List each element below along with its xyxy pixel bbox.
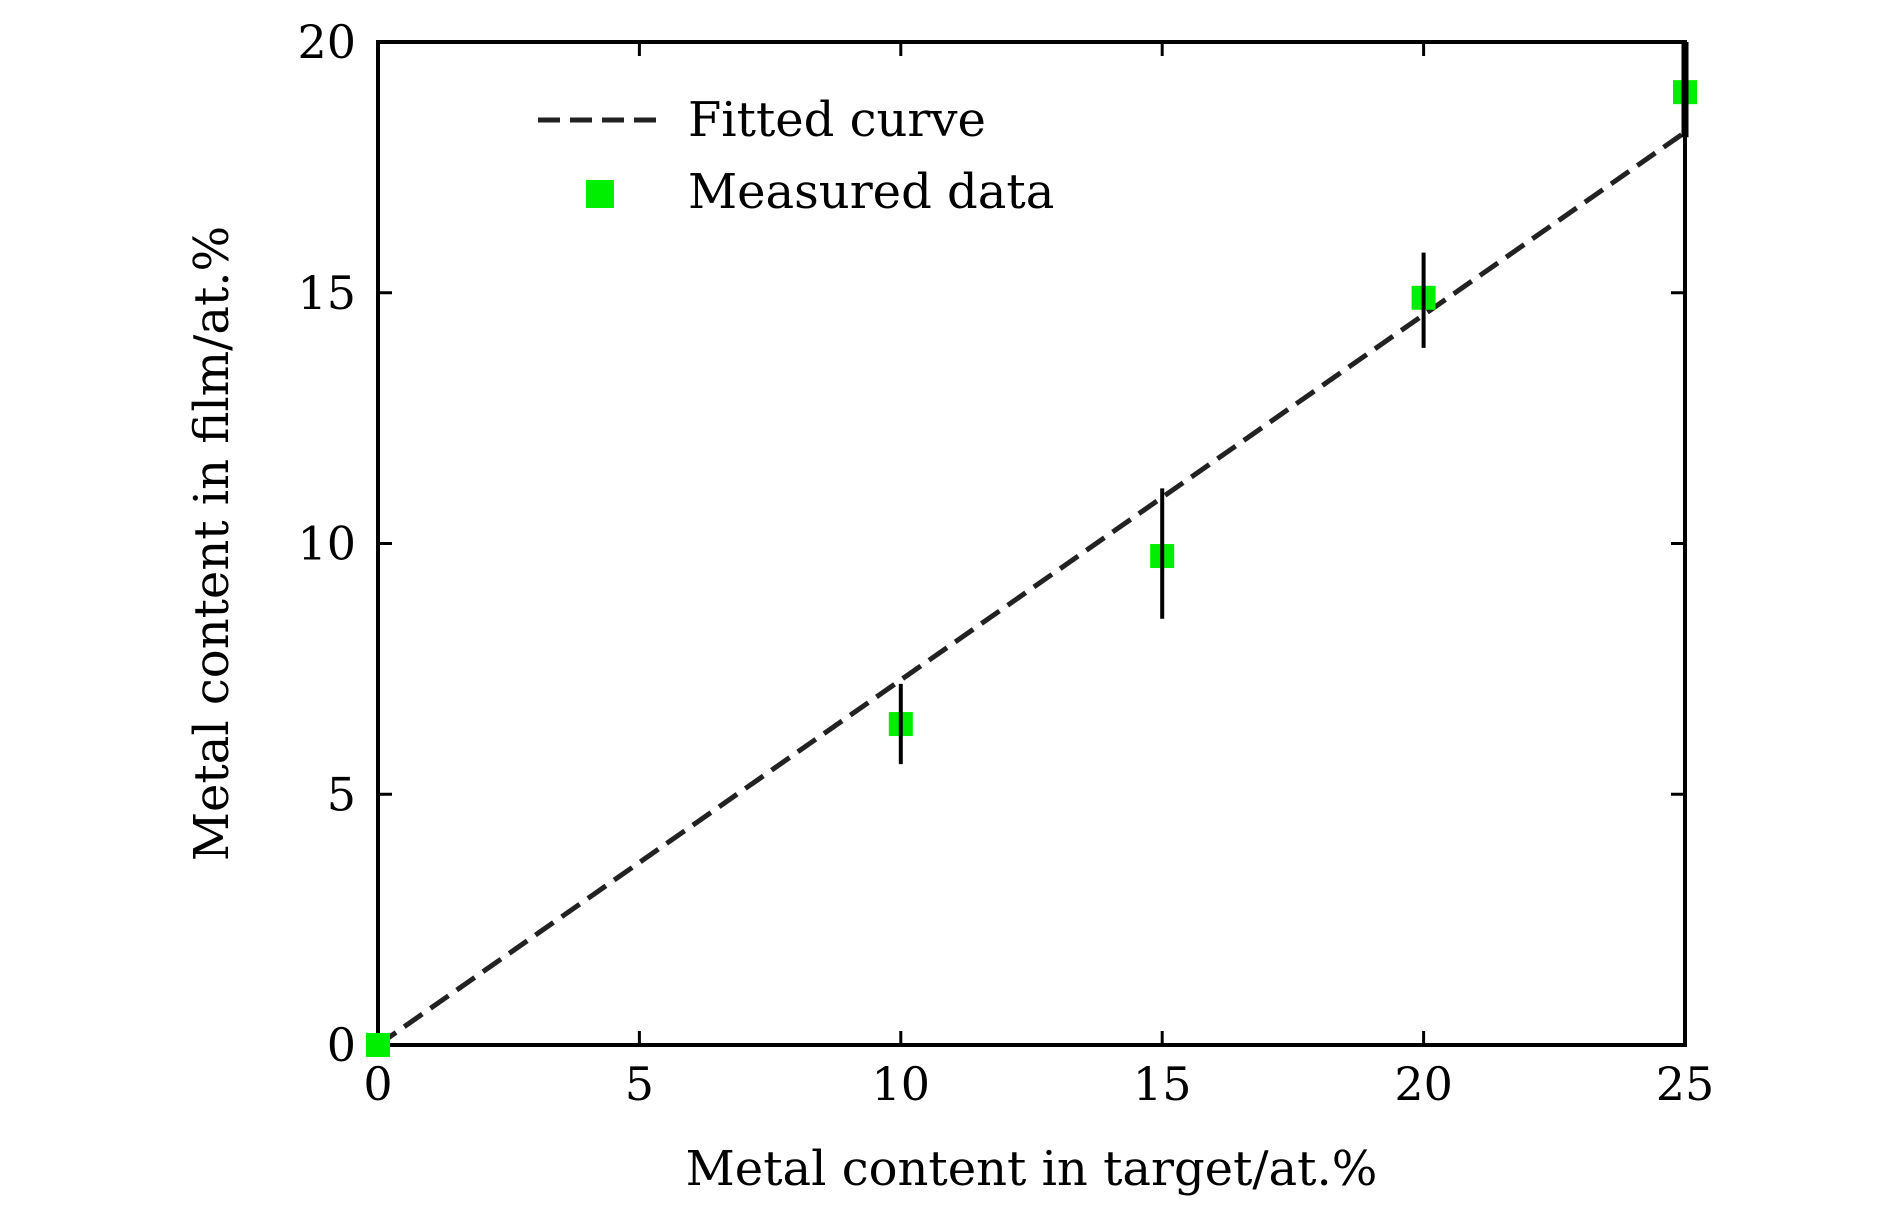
x-tick-label: 25 [1656,1057,1715,1111]
fitted-curve-line [376,130,1687,1048]
y-tick-label: 0 [327,1018,356,1072]
series-layer [366,42,1697,1057]
x-tick-label: 10 [872,1057,931,1111]
x-tick-label: 20 [1394,1057,1453,1111]
legend-measured-data-swatch [586,180,614,208]
x-tick-label: 5 [625,1057,654,1111]
legend-measured-data-label: Measured data [688,164,1054,220]
x-tick-label: 15 [1133,1057,1192,1111]
y-axis-label: Metal content in film/at.% [184,226,240,861]
legend: Fitted curve Measured data [538,92,1054,220]
y-tick-label: 15 [297,266,356,320]
legend-fitted-curve-label: Fitted curve [688,92,986,148]
y-tick-label: 10 [297,517,356,571]
measured-data-point [366,1033,390,1057]
x-axis-label: Metal content in target/at.% [686,1141,1378,1197]
y-tick-label: 20 [297,15,356,69]
ticks-layer: 0 5 10 15 20 25 0 5 10 15 20 [297,15,1714,1111]
plot-area: 0 5 10 15 20 25 0 5 10 15 20 [297,15,1714,1111]
y-tick-label: 5 [327,767,356,821]
x-tick-label: 0 [363,1057,392,1111]
